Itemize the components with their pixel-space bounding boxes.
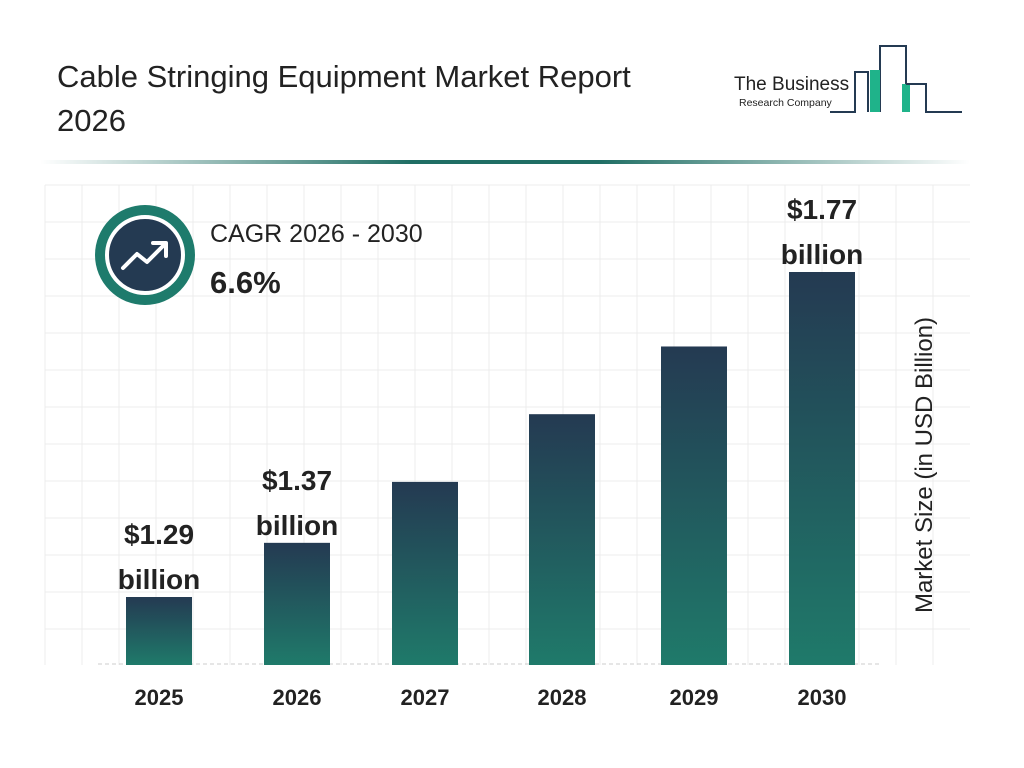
page-title: Cable Stringing Equipment Market Report … xyxy=(57,59,631,138)
x-tick-label: 2027 xyxy=(401,685,450,710)
data-label: $1.77 xyxy=(787,194,857,225)
cagr-label: CAGR 2026 - 2030 xyxy=(210,220,423,248)
x-tick-label: 2030 xyxy=(798,685,847,710)
bar-2028 xyxy=(529,414,595,665)
x-tick-label: 2029 xyxy=(670,685,719,710)
cagr-badge xyxy=(95,205,195,305)
data-label: billion xyxy=(256,510,338,541)
logo-text-main: The Business xyxy=(734,74,850,95)
bar-2029 xyxy=(661,346,727,665)
bar-2025 xyxy=(126,597,192,665)
bar-2027 xyxy=(392,481,458,665)
y-axis-label: Market Size (in USD Billion) xyxy=(911,316,938,614)
logo-text-sub: Research Company xyxy=(739,97,832,109)
data-label: billion xyxy=(781,239,863,270)
bar-2030 xyxy=(789,272,855,665)
trend-up-arrow-icon xyxy=(121,241,168,270)
x-tick-label: 2026 xyxy=(273,685,322,710)
company-logo: The Business Research Company xyxy=(730,44,965,116)
bar-2026 xyxy=(264,542,330,665)
x-tick-label: 2025 xyxy=(135,685,184,710)
logo-bars-icon xyxy=(830,45,962,113)
data-label: billion xyxy=(118,564,200,595)
header-divider xyxy=(40,160,970,164)
data-label: $1.29 xyxy=(124,519,194,550)
cagr-value: 6.6% xyxy=(210,265,281,300)
data-label: $1.37 xyxy=(262,465,332,496)
x-tick-label: 2028 xyxy=(538,685,587,710)
